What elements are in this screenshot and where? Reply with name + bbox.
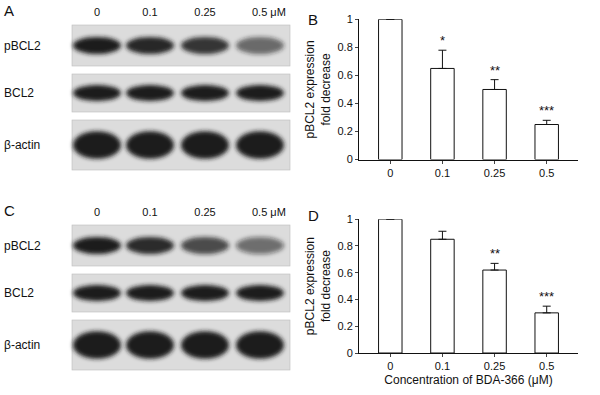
svg-text:0.25: 0.25 bbox=[194, 6, 215, 18]
svg-text:0: 0 bbox=[94, 6, 100, 18]
svg-text:1: 1 bbox=[347, 213, 353, 225]
svg-text:0.4: 0.4 bbox=[338, 97, 353, 109]
svg-text:0.6: 0.6 bbox=[338, 267, 353, 279]
svg-text:0.1: 0.1 bbox=[142, 206, 157, 218]
svg-text:pBCL2: pBCL2 bbox=[4, 39, 41, 53]
svg-text:C: C bbox=[4, 202, 15, 219]
svg-text:0.5 μM: 0.5 μM bbox=[252, 6, 286, 18]
svg-text:0.8: 0.8 bbox=[338, 41, 353, 53]
svg-text:BCL2: BCL2 bbox=[4, 286, 34, 300]
svg-text:β-actin: β-actin bbox=[4, 138, 40, 152]
svg-text:0: 0 bbox=[387, 167, 393, 179]
svg-text:0.5: 0.5 bbox=[539, 360, 554, 372]
svg-text:*: * bbox=[440, 33, 445, 48]
svg-text:0.1: 0.1 bbox=[435, 167, 450, 179]
svg-text:1: 1 bbox=[347, 13, 353, 25]
svg-text:0.2: 0.2 bbox=[338, 320, 353, 332]
svg-text:**: ** bbox=[490, 246, 500, 261]
svg-text:0.5 μM: 0.5 μM bbox=[252, 206, 286, 218]
svg-text:0: 0 bbox=[347, 153, 353, 165]
svg-text:β-actin: β-actin bbox=[4, 338, 40, 352]
svg-text:0.25: 0.25 bbox=[484, 360, 505, 372]
svg-text:**: ** bbox=[490, 63, 500, 78]
svg-text:0.25: 0.25 bbox=[194, 206, 215, 218]
svg-text:pBCL2 expressionfold decrease: pBCL2 expressionfold decrease bbox=[303, 237, 333, 335]
svg-text:D: D bbox=[308, 207, 319, 224]
svg-text:***: *** bbox=[539, 103, 554, 118]
svg-text:0: 0 bbox=[347, 347, 353, 359]
svg-text:Concentration of BDA-366 (μM): Concentration of BDA-366 (μM) bbox=[384, 373, 552, 387]
svg-text:0.1: 0.1 bbox=[435, 360, 450, 372]
svg-text:0.2: 0.2 bbox=[338, 125, 353, 137]
svg-text:BCL2: BCL2 bbox=[4, 86, 34, 100]
svg-text:A: A bbox=[4, 2, 14, 19]
svg-text:0: 0 bbox=[387, 360, 393, 372]
svg-text:0.4: 0.4 bbox=[338, 293, 353, 305]
svg-text:B: B bbox=[308, 11, 318, 28]
svg-text:pBCL2: pBCL2 bbox=[4, 239, 41, 253]
svg-text:0.8: 0.8 bbox=[338, 240, 353, 252]
svg-text:***: *** bbox=[539, 289, 554, 304]
svg-text:pBCL2 expressionfold decrease: pBCL2 expressionfold decrease bbox=[303, 40, 333, 138]
svg-text:0.1: 0.1 bbox=[142, 6, 157, 18]
svg-text:0.5: 0.5 bbox=[539, 167, 554, 179]
svg-text:0: 0 bbox=[94, 206, 100, 218]
svg-text:0.6: 0.6 bbox=[338, 69, 353, 81]
svg-text:0.25: 0.25 bbox=[484, 167, 505, 179]
